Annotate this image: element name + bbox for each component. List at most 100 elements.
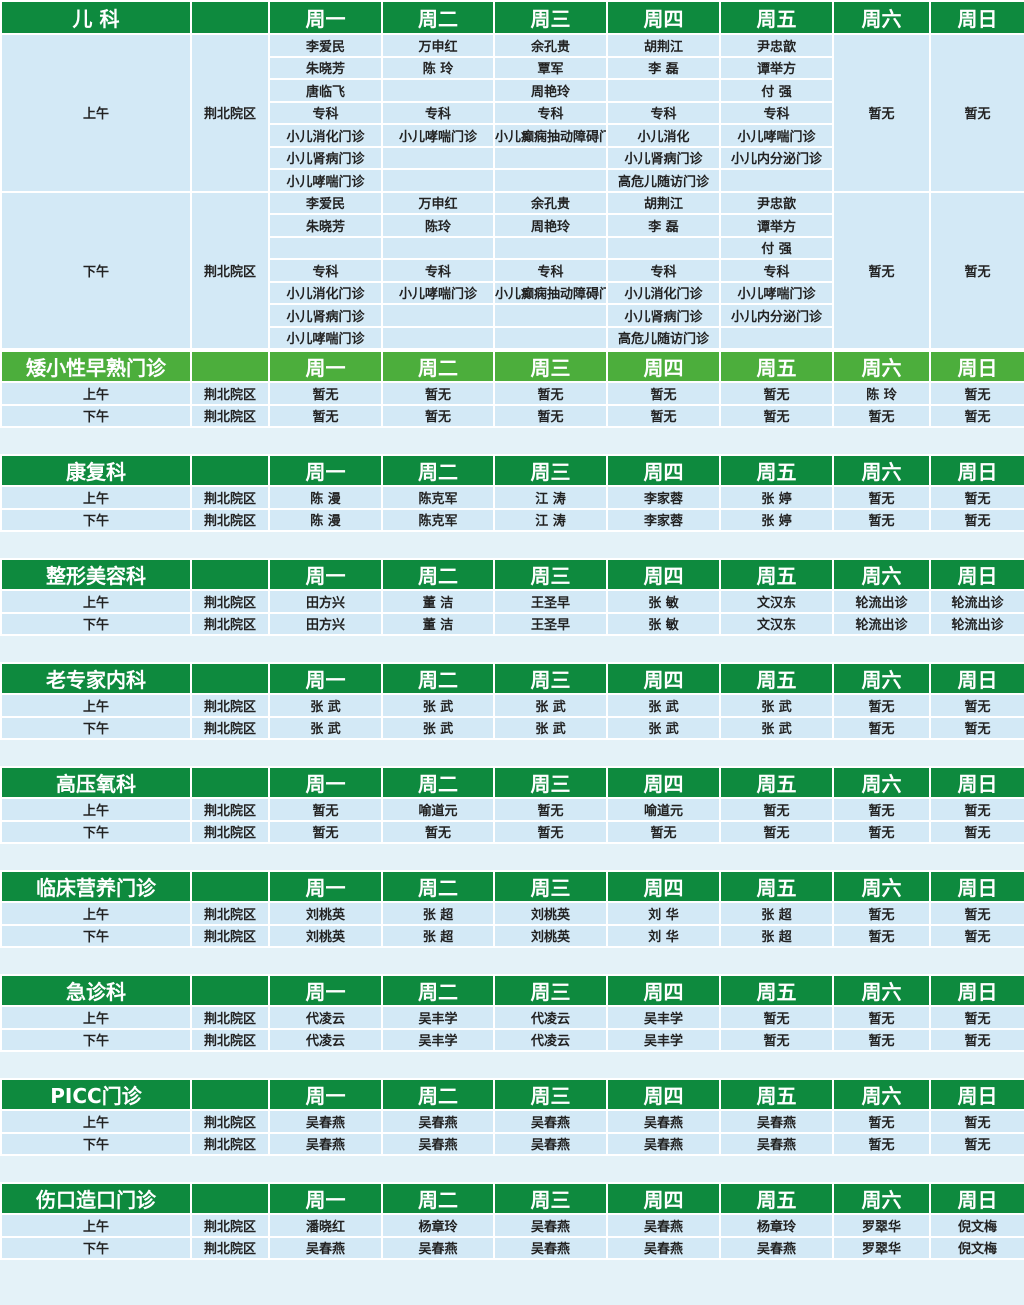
schedule-cell: 谭举方 <box>719 213 834 238</box>
period-label: 下午 <box>0 715 192 740</box>
day-header: 周三 <box>493 0 608 35</box>
campus-label: 荆北院区 <box>190 611 270 636</box>
schedule-cell: 小儿哮喘门诊 <box>381 280 495 305</box>
campus-header-blank <box>190 974 270 1007</box>
department-name: 矮小性早熟门诊 <box>0 350 192 383</box>
schedule-cell: 小儿肾病门诊 <box>268 303 383 328</box>
department-table: 老专家内科 周一 周二 周三 周四 周五 周六 周日 上午 荆北院区张 武张 武张 武张 武张 武… <box>0 662 1024 740</box>
department-name: 伤口造口门诊 <box>0 1182 192 1215</box>
schedule-cell: 暂无 <box>832 715 931 740</box>
section-divider <box>0 428 1024 454</box>
schedule-cell: 暂无 <box>719 1005 834 1030</box>
schedule-cell: 文汉东 <box>719 589 834 614</box>
day-header: 周五 <box>719 454 834 487</box>
schedule-cell: 代凌云 <box>493 1027 608 1052</box>
day-header: 周日 <box>929 454 1024 487</box>
campus-label: 荆北院区 <box>190 33 270 193</box>
schedule-cell: 张 武 <box>381 715 495 740</box>
schedule-cell: 暂无 <box>268 403 383 428</box>
day-header: 周六 <box>832 0 931 35</box>
table-row: 小儿哮喘门诊 高危儿随访门诊 <box>1 325 1024 350</box>
schedule-cell: 暂无 <box>929 1005 1024 1030</box>
campus-label: 荆北院区 <box>190 901 270 926</box>
schedule-cell: 暂无 <box>719 1027 834 1052</box>
day-header: 周日 <box>929 350 1024 383</box>
table-row: 下午 荆北院区 代凌云 吴丰学 代凌云 吴丰学 暂无 暂无 暂无 <box>0 1027 1024 1052</box>
table-row: 上午 荆北院区 田方兴董 洁王圣早张 敏文汉东 轮流出诊 轮流出诊 <box>0 589 1024 614</box>
schedule-cell: 暂无 <box>268 797 383 822</box>
period-label: 上午 <box>0 33 192 193</box>
section-divider <box>0 636 1024 662</box>
campus-header-blank <box>190 0 270 35</box>
table-row: 下午 荆北院区 暂无 暂无 暂无 暂无 暂无 暂无 暂无 <box>0 403 1024 428</box>
schedule-cell: 吴春燕 <box>606 1131 721 1156</box>
schedule-cell: 暂无 <box>832 403 931 428</box>
schedule-cell: 尹忠歆 <box>719 33 834 58</box>
day-header: 周二 <box>381 558 495 591</box>
schedule-cell: 陈玲 <box>381 213 495 238</box>
period-label: 上午 <box>0 797 192 822</box>
section-header: 急诊科 周一 周二 周三 周四 周五 周六 周日 <box>0 974 1024 1007</box>
campus-label: 荆北院区 <box>190 1235 270 1260</box>
department-table: PICC门诊 周一 周二 周三 周四 周五 周六 周日 上午 荆北院区 吴春燕 吴春燕 吴春燕 吴春燕 吴春… <box>0 1078 1024 1156</box>
schedule-cell: 李家蓉 <box>606 507 721 532</box>
schedule-cell: 暂无 <box>606 381 721 406</box>
campus-header-blank <box>190 558 270 591</box>
schedule-cell: 吴春燕 <box>381 1109 495 1134</box>
day-header: 周五 <box>719 870 834 903</box>
section-header: 整形美容科 周一 周二 周三 周四 周五 周六 周日 <box>0 558 1024 591</box>
schedule-cell: 暂无 <box>929 507 1024 532</box>
period-label: 下午 <box>0 190 192 350</box>
schedule-cell: 暂无 <box>832 1109 931 1134</box>
department-name: 临床营养门诊 <box>0 870 192 903</box>
schedule-cell: 暂无 <box>493 797 608 822</box>
schedule-cell <box>493 325 608 350</box>
campus-label: 荆北院区 <box>190 715 270 740</box>
table-row: 朱晓芳陈 玲覃军李 磊谭举方 <box>1 55 1024 80</box>
department-name: 急诊科 <box>0 974 192 1007</box>
day-header: 周五 <box>719 1078 834 1111</box>
schedule-cell: 暂无 <box>493 819 608 844</box>
schedule-cell: 谭举方 <box>719 55 834 80</box>
schedule-cell: 喻道元 <box>381 797 495 822</box>
period-label: 下午 <box>0 403 192 428</box>
day-header: 周一 <box>268 1182 383 1215</box>
day-header: 周三 <box>493 558 608 591</box>
table-row: 下午 荆北院区陈 漫陈克军江 涛李家蓉张 婷暂无 暂无 <box>0 507 1024 532</box>
day-header: 周日 <box>929 870 1024 903</box>
schedule-cell: 小儿癫痫抽动障碍门诊 <box>493 280 608 305</box>
schedule-cell: 代凌云 <box>493 1005 608 1030</box>
day-header: 周三 <box>493 974 608 1007</box>
schedule-cell: 倪文梅 <box>929 1235 1024 1260</box>
schedule-cell: 暂无 <box>606 403 721 428</box>
schedule-cell: 高危儿随访门诊 <box>606 325 721 350</box>
schedule-cell: 暂无 <box>929 819 1024 844</box>
schedule-cell: 吴春燕 <box>719 1109 834 1134</box>
schedule-cell: 文汉东 <box>719 611 834 636</box>
schedule-cell: 吴丰学 <box>381 1027 495 1052</box>
schedule-cell: 专科 <box>493 100 608 125</box>
campus-header-blank <box>190 662 270 695</box>
schedule-cell: 轮流出诊 <box>832 611 931 636</box>
schedule-cell: 小儿肾病门诊 <box>268 145 383 170</box>
day-header: 周四 <box>606 0 721 35</box>
schedule-cell: 小儿消化门诊 <box>606 280 721 305</box>
day-header: 周四 <box>606 350 721 383</box>
schedule-cell: 董 洁 <box>381 611 495 636</box>
schedule-cell: 喻道元 <box>606 797 721 822</box>
schedule-cell: 吴春燕 <box>719 1235 834 1260</box>
period-label: 下午 <box>0 1235 192 1260</box>
schedule-cell: 张 敏 <box>606 589 721 614</box>
day-header: 周四 <box>606 870 721 903</box>
schedule-cell: 专科 <box>719 100 834 125</box>
schedule-cell: 张 武 <box>493 693 608 718</box>
table-row: 专科 专科 专科 专科 专科 <box>1 258 1024 283</box>
schedule-cell: 暂无 <box>929 1027 1024 1052</box>
campus-label: 荆北院区 <box>190 819 270 844</box>
schedule-cell: 陈 漫 <box>268 507 383 532</box>
department-table: 伤口造口门诊 周一 周二 周三 周四 周五 周六 周日 上午 荆北院区 潘晓红 杨章玲 吴春燕 吴春燕 杨章… <box>0 1182 1024 1260</box>
day-header: 周四 <box>606 1182 721 1215</box>
schedule-cell: 田方兴 <box>268 589 383 614</box>
day-header: 周四 <box>606 1078 721 1111</box>
schedule-cell: 小儿消化门诊 <box>268 123 383 148</box>
